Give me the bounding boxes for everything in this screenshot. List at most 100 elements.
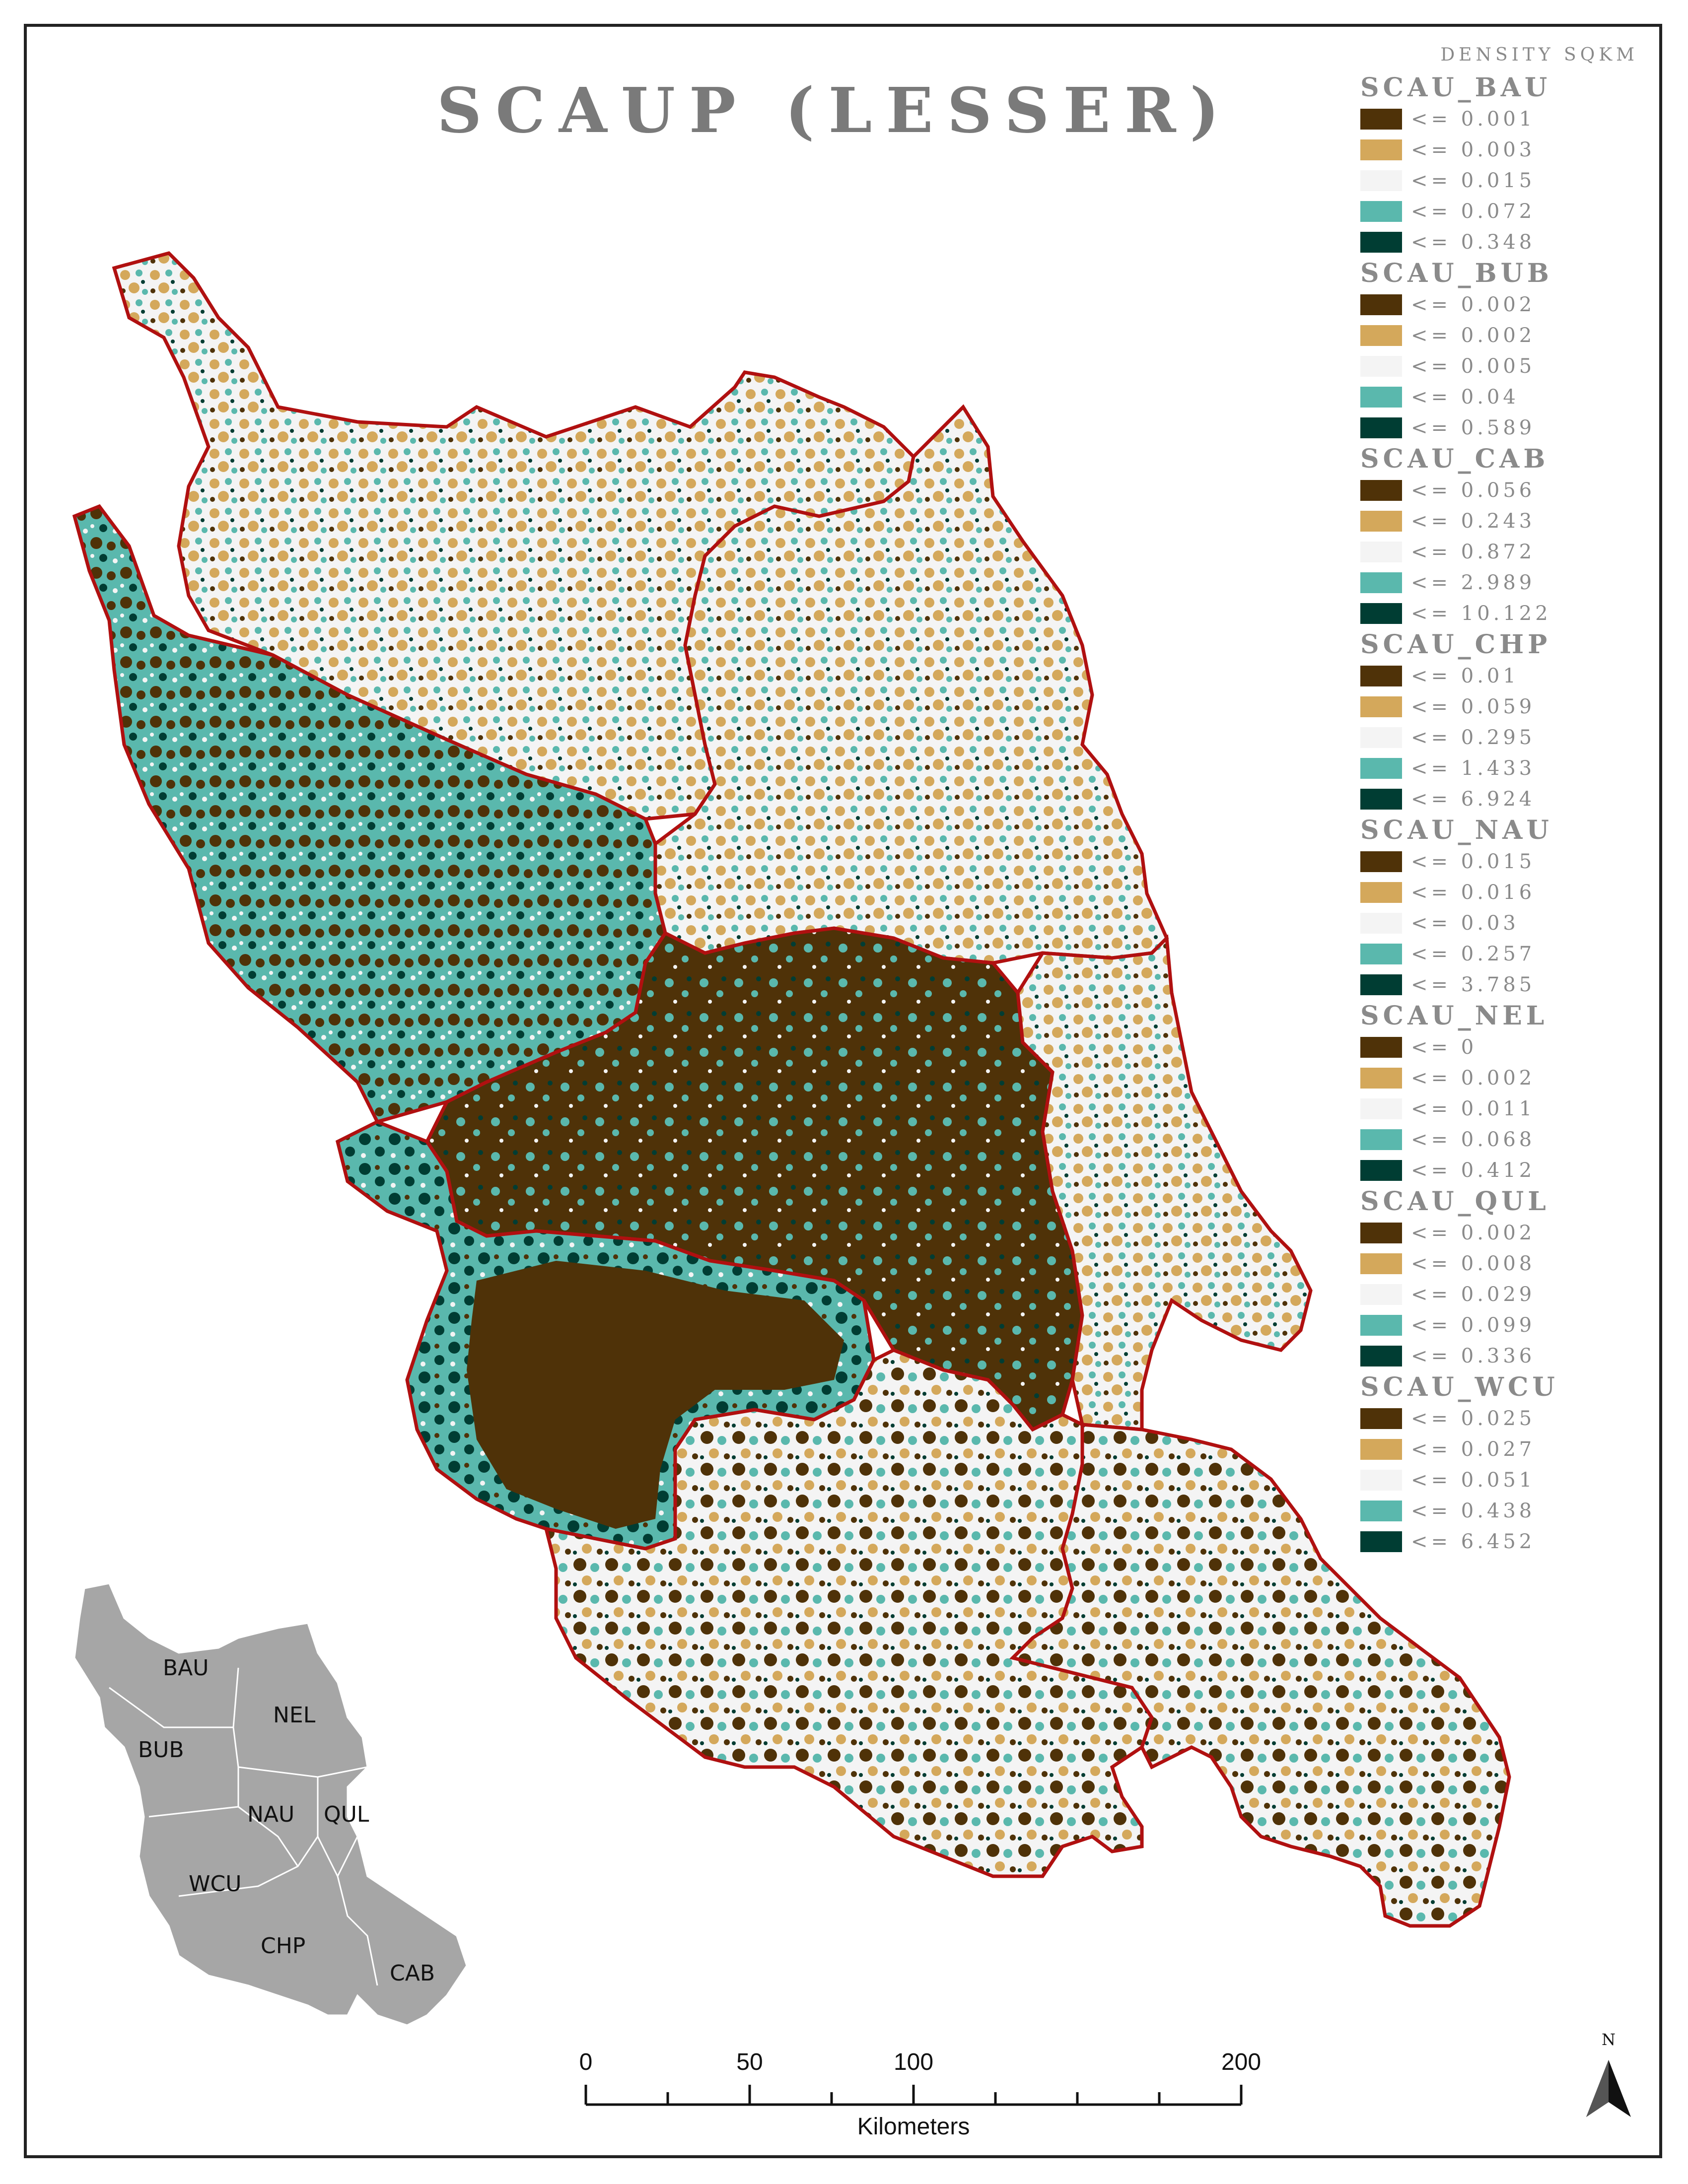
- legend-swatch: [1360, 1470, 1402, 1491]
- legend-label: <= 0.295: [1411, 726, 1536, 749]
- legend-label: <= 0.008: [1411, 1252, 1536, 1275]
- legend-item: <= 1.433: [1360, 753, 1638, 784]
- legend-swatch: [1360, 1531, 1402, 1552]
- legend-item: <= 0.051: [1360, 1465, 1638, 1496]
- inset-label-nel: NEL: [273, 1703, 316, 1728]
- legend-swatch: [1360, 1129, 1402, 1150]
- legend-swatch: [1360, 1037, 1402, 1058]
- legend-item: <= 0.056: [1360, 475, 1638, 506]
- legend-item: <= 0: [1360, 1032, 1638, 1063]
- scale-tick-50: 50: [736, 2049, 763, 2075]
- legend-swatch: [1360, 542, 1402, 562]
- legend-item: <= 0.243: [1360, 506, 1638, 537]
- legend-group-title: SCAU_QUL: [1360, 1186, 1550, 1217]
- legend-label: <= 0.072: [1411, 200, 1536, 223]
- legend-label: <= 6.452: [1411, 1530, 1536, 1553]
- inset-label-bub: BUB: [138, 1737, 184, 1763]
- map-title: SCAUP (LESSER): [437, 74, 1233, 147]
- legend-item: <= 0.068: [1360, 1124, 1638, 1155]
- legend-label: <= 0.336: [1411, 1345, 1536, 1367]
- legend-swatch: [1360, 944, 1402, 964]
- legend-swatch: [1360, 882, 1402, 903]
- legend-item: <= 0.099: [1360, 1310, 1638, 1341]
- legend-label: <= 2.989: [1411, 571, 1536, 594]
- legend: DENSITY SQKM SCAU_BAU <= 0.001 <= 0.003 <= …: [1360, 45, 1638, 1557]
- legend-swatch: [1360, 1098, 1402, 1119]
- legend-swatch: [1360, 480, 1402, 501]
- legend-label: <= 10.122: [1411, 602, 1551, 625]
- legend-item: <= 0.072: [1360, 196, 1638, 227]
- legend-label: <= 0.011: [1411, 1097, 1536, 1120]
- legend-swatch: [1360, 1439, 1402, 1460]
- inset-label-bau: BAU: [163, 1655, 209, 1681]
- legend-swatch: [1360, 1068, 1402, 1089]
- legend-swatch: [1360, 1284, 1402, 1305]
- legend-item: <= 0.257: [1360, 939, 1638, 969]
- legend-swatch: [1360, 851, 1402, 872]
- legend-swatch: [1360, 572, 1402, 593]
- legend-label: <= 0.872: [1411, 541, 1536, 563]
- scale-unit: Kilometers: [857, 2114, 970, 2140]
- legend-label: <= 0.003: [1411, 138, 1536, 161]
- legend-label: <= 0.099: [1411, 1314, 1536, 1337]
- legend-label: <= 1.433: [1411, 757, 1536, 780]
- inset-label-cab: CAB: [390, 1961, 435, 1986]
- legend-label: <= 0.348: [1411, 231, 1536, 254]
- legend-item: <= 3.785: [1360, 969, 1638, 1000]
- legend-item: <= 0.348: [1360, 227, 1638, 258]
- legend-swatch: [1360, 1501, 1402, 1521]
- legend-swatch: [1360, 789, 1402, 810]
- legend-swatch: [1360, 387, 1402, 408]
- legend-item: <= 6.452: [1360, 1526, 1638, 1557]
- legend-item: <= 0.002: [1360, 1218, 1638, 1248]
- legend-item: <= 0.029: [1360, 1279, 1638, 1310]
- legend-label: <= 0.001: [1411, 108, 1536, 131]
- legend-swatch: [1360, 696, 1402, 717]
- scale-tick-0: 0: [579, 2049, 593, 2075]
- legend-group-title: SCAU_WCU: [1360, 1372, 1559, 1402]
- legend-item: <= 0.438: [1360, 1496, 1638, 1526]
- legend-swatch: [1360, 109, 1402, 130]
- legend-label: <= 0.03: [1411, 912, 1519, 935]
- legend-item: <= 0.002: [1360, 1063, 1638, 1093]
- legend-label: <= 0.059: [1411, 695, 1536, 718]
- legend-label: <= 0.257: [1411, 943, 1536, 965]
- legend-label: <= 3.785: [1411, 973, 1536, 996]
- legend-group-title: SCAU_NAU: [1360, 815, 1553, 845]
- legend-group-title: SCAU_NEL: [1360, 1001, 1548, 1031]
- legend-swatch: [1360, 727, 1402, 748]
- legend-label: <= 0.01: [1411, 665, 1519, 687]
- legend-item: <= 0.002: [1360, 289, 1638, 320]
- legend-item: <= 0.027: [1360, 1434, 1638, 1465]
- legend-label: <= 0.029: [1411, 1283, 1536, 1306]
- legend-swatch: [1360, 1160, 1402, 1181]
- legend-label: <= 0.027: [1411, 1438, 1536, 1461]
- legend-swatch: [1360, 170, 1402, 191]
- legend-swatch: [1360, 325, 1402, 346]
- legend-swatch: [1360, 1315, 1402, 1336]
- legend-item: <= 0.295: [1360, 722, 1638, 753]
- legend-item: <= 0.001: [1360, 104, 1638, 135]
- legend-swatch: [1360, 974, 1402, 995]
- legend-swatch: [1360, 1408, 1402, 1429]
- inset-label-nau: NAU: [247, 1802, 294, 1827]
- legend-swatch: [1360, 1253, 1402, 1274]
- legend-item: <= 0.003: [1360, 135, 1638, 165]
- legend-swatch: [1360, 511, 1402, 532]
- legend-item: <= 10.122: [1360, 598, 1638, 629]
- scale-tick-100: 100: [894, 2049, 933, 2075]
- legend-swatch: [1360, 1223, 1402, 1243]
- inset-map: BAU NEL BUB NAU QUL WCU CHP CAB: [73, 1582, 468, 2026]
- legend-item: <= 0.025: [1360, 1403, 1638, 1434]
- inset-boundaries: [109, 1667, 378, 1986]
- north-label: N: [1602, 2030, 1616, 2049]
- main-map: [72, 251, 1511, 1928]
- legend-swatch: [1360, 666, 1402, 686]
- legend-label: <= 6.924: [1411, 788, 1536, 811]
- legend-group-title: SCAU_CAB: [1360, 444, 1549, 474]
- legend-swatch: [1360, 201, 1402, 222]
- legend-group-title: SCAU_CHP: [1360, 629, 1551, 660]
- legend-item: <= 0.872: [1360, 537, 1638, 567]
- legend-item: <= 0.059: [1360, 691, 1638, 722]
- legend-groups: SCAU_BAU <= 0.001 <= 0.003 <= 0.015 <= 0.072…: [1360, 72, 1638, 1557]
